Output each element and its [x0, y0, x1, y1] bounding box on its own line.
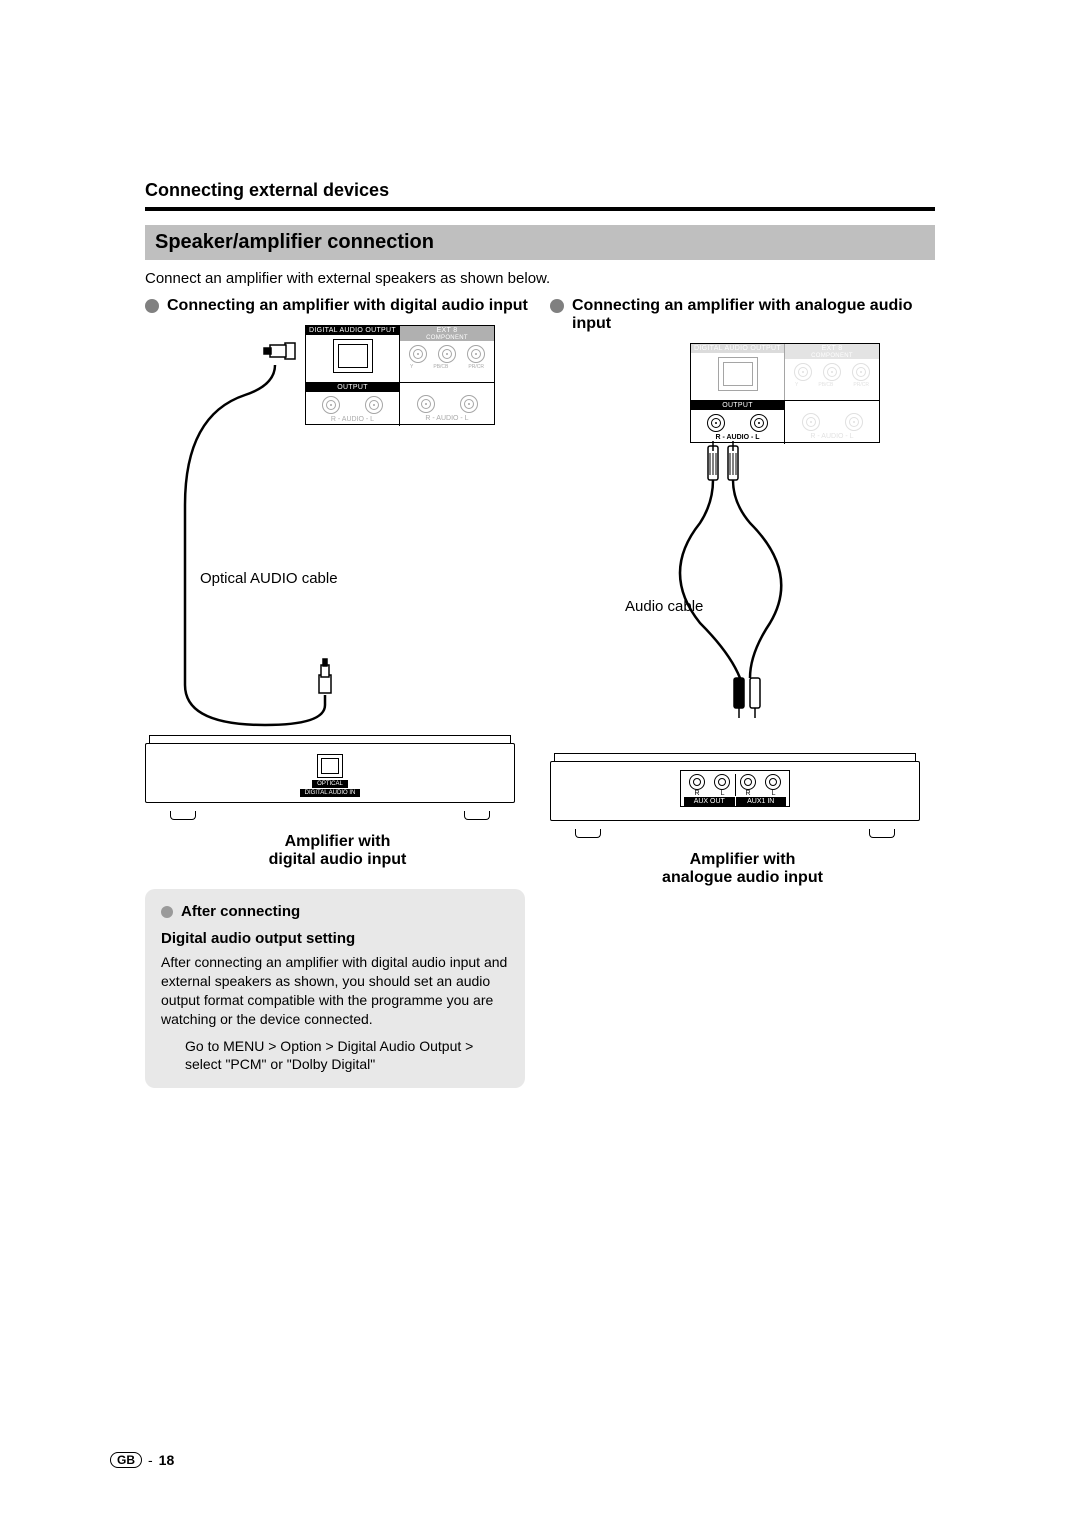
diagram-analogue: DIGITAL AUDIO OUTPUT EXT 8 COMPONENT	[550, 343, 920, 833]
subsection-title-digital: Connecting an amplifier with digital aud…	[145, 297, 530, 315]
subsection-title-analogue-text: Connecting an amplifier with analogue au…	[572, 297, 935, 333]
diagram-digital: DIGITAL AUDIO OUTPUT EXT 8 COMPONENT	[145, 325, 515, 815]
footer-sep: -	[148, 1452, 153, 1468]
amp-l: L	[772, 790, 776, 797]
region-badge: GB	[110, 1452, 142, 1468]
label-output: OUTPUT	[306, 383, 399, 392]
amp-r: R	[746, 790, 751, 797]
amp-optical-label: OPTICAL	[312, 780, 348, 788]
subsection-title-digital-text: Connecting an amplifier with digital aud…	[167, 297, 528, 315]
rca-port-icon	[409, 345, 427, 363]
comp-pr: PR/CR	[468, 364, 484, 370]
page-footer: GB - 18	[110, 1452, 174, 1468]
rca-port-icon	[714, 774, 730, 790]
rca-port-icon	[707, 414, 725, 432]
amp-caption-analogue: Amplifier with analogue audio input	[550, 851, 935, 887]
tv-port-panel: DIGITAL AUDIO OUTPUT EXT 8 COMPONENT	[305, 325, 495, 425]
comp-y: Y	[410, 364, 413, 370]
rca-port-icon	[365, 396, 383, 414]
section-title: Speaker/amplifier connection	[145, 225, 935, 260]
optical-port-icon	[718, 357, 758, 391]
rca-port-icon	[823, 363, 841, 381]
cable-label-digital: Optical AUDIO cable	[200, 570, 338, 587]
label-output: OUTPUT	[691, 401, 784, 410]
amp-aux1-in: AUX1 IN	[736, 797, 787, 806]
amp-aux-out: AUX OUT	[684, 797, 736, 806]
label-dao: DIGITAL AUDIO OUTPUT	[691, 344, 784, 353]
audio-rl: R - AUDIO - L	[785, 432, 879, 440]
optical-in-icon	[317, 754, 343, 778]
audio-rl: R - AUDIO - L	[691, 433, 784, 441]
bullet-icon	[145, 299, 159, 313]
label-ext8: EXT 8	[400, 326, 494, 335]
amp-dai-label: DIGITAL AUDIO IN	[300, 789, 360, 797]
page-number: 18	[159, 1452, 175, 1468]
rca-port-icon	[802, 413, 820, 431]
amplifier-digital: OPTICAL DIGITAL AUDIO IN	[145, 743, 515, 815]
note-subtitle: Digital audio output setting	[161, 930, 509, 947]
rca-port-icon	[852, 363, 870, 381]
rca-port-icon	[794, 363, 812, 381]
bullet-icon	[161, 906, 173, 918]
note-title: After connecting	[181, 903, 300, 920]
tv-port-panel: DIGITAL AUDIO OUTPUT EXT 8 COMPONENT	[690, 343, 880, 443]
audio-rl: R - AUDIO - L	[306, 415, 399, 423]
audio-rl: R - AUDIO - L	[400, 414, 494, 422]
note-menu-path: Go to MENU > Option > Digital Audio Outp…	[161, 1037, 509, 1075]
column-digital: Connecting an amplifier with digital aud…	[145, 297, 530, 1088]
rca-port-icon	[417, 395, 435, 413]
label-ext8: EXT 8	[785, 344, 879, 353]
subsection-title-analogue: Connecting an amplifier with analogue au…	[550, 297, 935, 333]
bullet-icon	[550, 299, 564, 313]
optical-port-icon	[333, 339, 373, 373]
comp-y: Y	[795, 382, 798, 388]
intro-text: Connect an amplifier with external speak…	[145, 270, 935, 287]
amp-l: L	[721, 790, 725, 797]
note-body: After connecting an amplifier with digit…	[161, 953, 509, 1029]
cable-label-analogue: Audio cable	[625, 598, 703, 615]
amp-r: R	[695, 790, 700, 797]
rca-port-icon	[765, 774, 781, 790]
rca-port-icon	[845, 413, 863, 431]
comp-pb: PB/CB	[433, 364, 448, 370]
page-header: Connecting external devices	[145, 180, 935, 211]
rca-port-icon	[467, 345, 485, 363]
column-analogue: Connecting an amplifier with analogue au…	[550, 297, 935, 1088]
amp-caption-digital: Amplifier with digital audio input	[145, 833, 530, 869]
amplifier-analogue: R L R L AUX OUT AUX1 IN	[550, 761, 920, 833]
rca-port-icon	[750, 414, 768, 432]
rca-port-icon	[460, 395, 478, 413]
rca-port-icon	[689, 774, 705, 790]
comp-pr: PR/CR	[853, 382, 869, 388]
rca-port-icon	[322, 396, 340, 414]
comp-pb: PB/CB	[818, 382, 833, 388]
rca-port-icon	[740, 774, 756, 790]
rca-port-icon	[438, 345, 456, 363]
after-connecting-note: After connecting Digital audio output se…	[145, 889, 525, 1088]
label-dao: DIGITAL AUDIO OUTPUT	[306, 326, 399, 335]
